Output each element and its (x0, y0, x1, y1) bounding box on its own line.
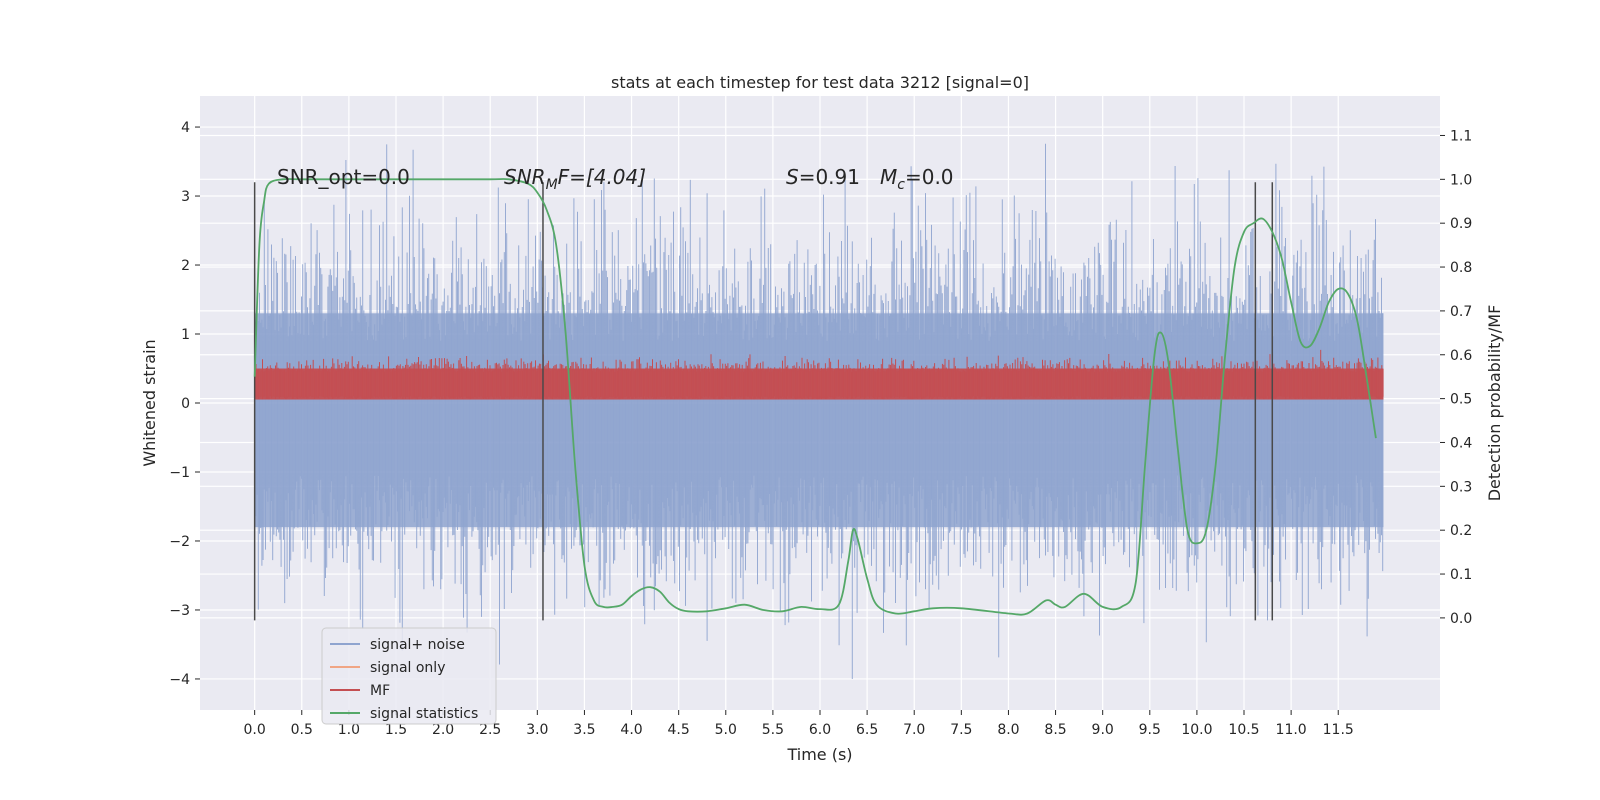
y-left-tick-label-7: 3 (181, 189, 190, 205)
x-tick-label-22: 11.0 (1276, 722, 1307, 738)
x-axis-label: Time (s) (786, 745, 852, 764)
x-tick-label-20: 10.0 (1181, 722, 1212, 738)
y-right-tick-label-11: 1.1 (1450, 128, 1472, 144)
x-tick-label-19: 9.5 (1139, 722, 1161, 738)
annotation-mc: Mc=0.0 (880, 165, 954, 193)
x-tick-label-13: 6.5 (856, 722, 878, 738)
x-tick-label-1: 0.5 (291, 722, 313, 738)
annotation-snr-mf: SNRMF=[4.04] (504, 165, 646, 193)
y-right-tick-label-5: 0.5 (1450, 392, 1472, 408)
annotation-snr-mf-sub: M (546, 177, 558, 193)
annotation-s-rest: =0.91 (799, 165, 860, 189)
y-left-axis-ticks: −4 −3 −2 −1 0 1 2 3 4 (169, 120, 200, 688)
x-tick-label-4: 2.0 (432, 722, 454, 738)
legend-label-1: signal only (370, 660, 445, 676)
annotation-s: S=0.91 (786, 165, 860, 189)
annotation-mc-main: M (880, 165, 897, 189)
x-tick-label-15: 7.5 (950, 722, 972, 738)
legend-label-3: signal statistics (370, 706, 478, 722)
y-left-tick-label-1: −3 (169, 603, 190, 619)
y-left-tick-label-3: −1 (169, 465, 190, 481)
signal-statistics-line (253, 178, 1377, 616)
x-tick-label-23: 11.5 (1323, 722, 1354, 738)
vertical-markers (253, 182, 1274, 621)
annotation-snr-mf-rest: F=[4.04] (558, 165, 646, 189)
x-tick-label-0: 0.0 (244, 722, 266, 738)
x-tick-label-21: 10.5 (1228, 722, 1259, 738)
x-tick-label-11: 5.5 (762, 722, 784, 738)
y-left-tick-label-6: 2 (181, 258, 190, 274)
y-right-tick-label-4: 0.4 (1450, 435, 1472, 451)
y-right-axis-label: Detection probability/MF (1485, 305, 1504, 502)
chart-title: stats at each timestep for test data 321… (611, 73, 1029, 92)
annotation-snr-mf-main: SNR (504, 165, 546, 189)
legend: signal+ noise signal only MF signal statist… (321, 627, 497, 725)
x-tick-label-6: 3.0 (526, 722, 548, 738)
x-tick-label-18: 9.0 (1092, 722, 1114, 738)
y-right-tick-label-3: 0.3 (1450, 479, 1472, 495)
y-right-axis-ticks: 0.0 0.1 0.2 0.3 0.4 0.5 0.6 0.7 0.8 0.9 1.0 1.1 (1440, 128, 1472, 627)
signal-plus-noise-series (254, 143, 1384, 679)
y-left-axis-label: Whitened strain (140, 339, 159, 466)
y-left-tick-label-0: −4 (169, 672, 190, 688)
y-right-tick-label-7: 0.7 (1450, 304, 1472, 320)
annotation-snr-opt: SNR_opt=0.0 (277, 165, 410, 189)
y-left-tick-label-5: 1 (181, 327, 190, 343)
y-right-tick-label-0: 0.0 (1450, 611, 1472, 627)
legend-label-2: MF (370, 683, 390, 699)
annotation-mc-rest: =0.0 (905, 165, 954, 189)
y-right-tick-label-9: 0.9 (1450, 216, 1472, 232)
x-tick-label-17: 8.5 (1044, 722, 1066, 738)
y-right-tick-label-10: 1.0 (1450, 172, 1472, 188)
x-tick-label-16: 8.0 (997, 722, 1019, 738)
x-tick-label-7: 3.5 (573, 722, 595, 738)
x-tick-label-2: 1.0 (338, 722, 360, 738)
legend-items: signal+ noise signal only MF signal statist… (330, 637, 478, 722)
legend-label-0: signal+ noise (370, 637, 465, 653)
y-right-tick-label-6: 0.6 (1450, 348, 1472, 364)
y-right-tick-label-1: 0.1 (1450, 567, 1472, 583)
x-tick-label-12: 6.0 (809, 722, 831, 738)
y-left-tick-label-4: 0 (181, 396, 190, 412)
x-tick-label-8: 4.0 (620, 722, 642, 738)
y-left-tick-label-8: 4 (181, 120, 190, 136)
x-tick-label-14: 7.0 (903, 722, 925, 738)
y-right-tick-label-8: 0.8 (1450, 260, 1472, 276)
x-tick-label-10: 5.0 (715, 722, 737, 738)
x-tick-label-9: 4.5 (668, 722, 690, 738)
y-left-tick-label-2: −2 (169, 534, 190, 550)
x-axis-ticks: 0.0 0.5 1.0 1.5 2.0 2.5 3.0 3.5 4.0 4.5 5.0 5.5 6.0 6… (244, 710, 1354, 738)
x-tick-label-3: 1.5 (385, 722, 407, 738)
y-right-tick-label-2: 0.2 (1450, 523, 1472, 539)
x-tick-label-5: 2.5 (479, 722, 501, 738)
annotation-mc-sub: c (897, 177, 905, 193)
annotation-s-main: S (786, 165, 799, 189)
legend-box (321, 627, 497, 725)
